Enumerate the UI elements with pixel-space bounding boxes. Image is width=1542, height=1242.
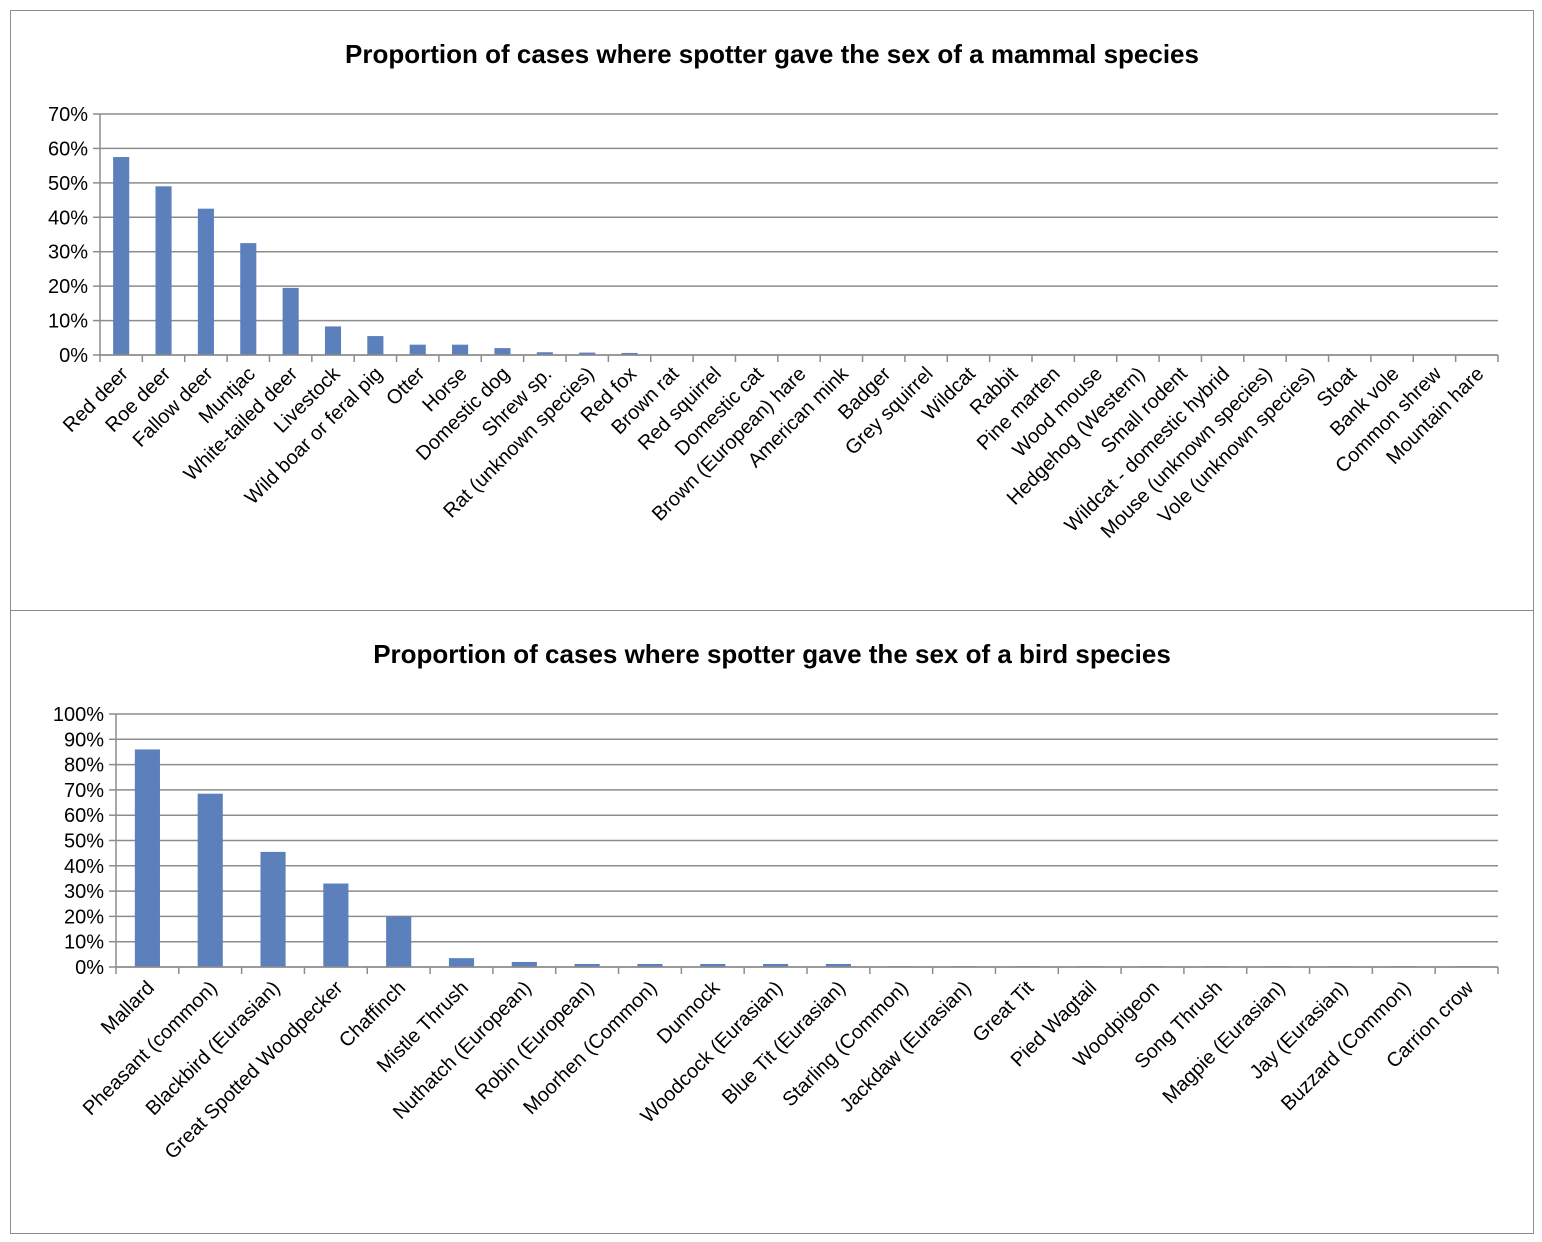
bird-y-tick-label: 60% bbox=[64, 805, 104, 827]
mammal-bar bbox=[197, 208, 214, 355]
bird-bar bbox=[197, 793, 223, 967]
bird-y-tick-label: 0% bbox=[75, 957, 104, 979]
mammal-bar bbox=[536, 352, 553, 355]
mammal-y-tick-label: 10% bbox=[48, 311, 88, 333]
mammal-y-tick-label: 0% bbox=[59, 345, 88, 367]
bird-bar bbox=[637, 963, 663, 967]
bird-y-tick-label: 70% bbox=[64, 780, 104, 802]
bird-bar bbox=[386, 916, 412, 967]
bird-bar bbox=[700, 963, 726, 967]
bird-bar bbox=[763, 963, 789, 967]
mammal-bar bbox=[324, 326, 342, 355]
bird-bar bbox=[134, 749, 160, 967]
mammal-bar bbox=[579, 352, 596, 355]
bird-y-tick-label: 100% bbox=[53, 704, 104, 726]
mammal-y-tick-label: 60% bbox=[48, 138, 88, 160]
bird-y-tick-label: 30% bbox=[64, 881, 104, 903]
mammal-bar bbox=[282, 287, 299, 355]
mammal-bar bbox=[240, 243, 257, 355]
bird-bar bbox=[511, 961, 537, 967]
bird-bar bbox=[825, 963, 851, 967]
mammal-chart-title: Proportion of cases where spotter gave t… bbox=[345, 39, 1199, 69]
mammal-y-tick-label: 50% bbox=[48, 173, 88, 195]
bird-bar bbox=[260, 851, 286, 967]
mammal-bar bbox=[155, 186, 172, 355]
mammal-chart-panel: Proportion of cases where spotter gave t… bbox=[10, 10, 1534, 612]
bird-y-tick-label: 20% bbox=[64, 906, 104, 928]
bird-chart-panel: Proportion of cases where spotter gave t… bbox=[10, 610, 1534, 1234]
bird-y-tick-label: 40% bbox=[64, 856, 104, 878]
mammal-bar bbox=[494, 348, 511, 355]
mammal-y-tick-label: 20% bbox=[48, 276, 88, 298]
bird-y-tick-label: 80% bbox=[64, 755, 104, 777]
mammal-bar bbox=[621, 352, 638, 355]
mammal-bar bbox=[452, 344, 469, 355]
mammal-y-tick-label: 30% bbox=[48, 242, 88, 264]
bird-y-tick-label: 50% bbox=[64, 831, 104, 853]
bird-y-tick-label: 90% bbox=[64, 729, 104, 751]
bird-category-label: Mallard bbox=[97, 977, 159, 1039]
bird-chart-title: Proportion of cases where spotter gave t… bbox=[373, 639, 1171, 669]
mammal-chart: Proportion of cases where spotter gave t… bbox=[48, 39, 1499, 543]
mammal-bar bbox=[367, 336, 384, 355]
bird-category-label: Robin (European) bbox=[471, 977, 598, 1104]
mammal-bar bbox=[409, 344, 426, 355]
mammal-y-tick-label: 70% bbox=[48, 104, 88, 126]
mammal-y-tick-label: 40% bbox=[48, 207, 88, 229]
bird-bar bbox=[448, 958, 475, 967]
bird-chart: Proportion of cases where spotter gave t… bbox=[53, 639, 1499, 1164]
bird-bar bbox=[574, 963, 600, 967]
bird-bar bbox=[323, 883, 349, 967]
mammal-bar bbox=[113, 157, 130, 355]
bird-y-tick-label: 10% bbox=[64, 932, 104, 954]
